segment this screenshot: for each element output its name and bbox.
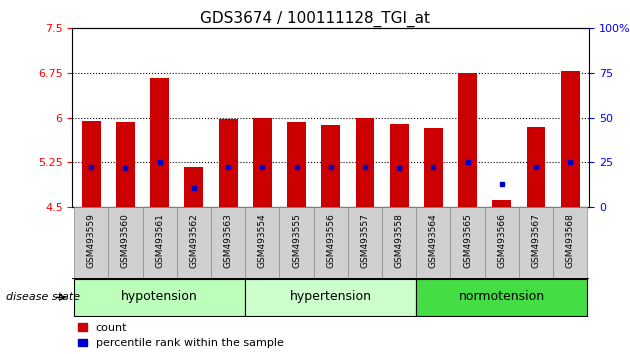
Text: hypotension: hypotension	[122, 290, 198, 303]
Text: hypertension: hypertension	[290, 290, 372, 303]
FancyBboxPatch shape	[177, 207, 211, 278]
Text: GSM493565: GSM493565	[463, 213, 472, 268]
FancyBboxPatch shape	[348, 207, 382, 278]
FancyBboxPatch shape	[211, 207, 245, 278]
FancyBboxPatch shape	[142, 207, 177, 278]
Bar	[219, 119, 238, 207]
Text: GDS3674 / 100111128_TGI_at: GDS3674 / 100111128_TGI_at	[200, 11, 430, 27]
Text: GSM493567: GSM493567	[532, 213, 541, 268]
Legend: count, percentile rank within the sample: count, percentile rank within the sample	[78, 323, 284, 348]
Bar	[287, 122, 306, 207]
FancyBboxPatch shape	[416, 207, 450, 278]
Text: disease state: disease state	[6, 292, 81, 302]
Text: GSM493564: GSM493564	[429, 213, 438, 268]
Text: GSM493555: GSM493555	[292, 213, 301, 268]
FancyBboxPatch shape	[416, 279, 587, 316]
FancyBboxPatch shape	[280, 207, 314, 278]
Bar	[390, 124, 409, 207]
Text: GSM493557: GSM493557	[360, 213, 369, 268]
Bar	[424, 129, 443, 207]
Bar	[321, 125, 340, 207]
Text: GSM493563: GSM493563	[224, 213, 232, 268]
Text: GSM493560: GSM493560	[121, 213, 130, 268]
Text: GSM493558: GSM493558	[394, 213, 404, 268]
Bar	[493, 200, 511, 207]
FancyBboxPatch shape	[519, 207, 553, 278]
Text: GSM493559: GSM493559	[87, 213, 96, 268]
FancyBboxPatch shape	[108, 207, 142, 278]
Bar	[253, 118, 272, 207]
FancyBboxPatch shape	[74, 207, 108, 278]
Bar	[561, 71, 580, 207]
Text: GSM493554: GSM493554	[258, 213, 267, 268]
FancyBboxPatch shape	[553, 207, 587, 278]
FancyBboxPatch shape	[484, 207, 519, 278]
FancyBboxPatch shape	[450, 207, 484, 278]
FancyBboxPatch shape	[74, 279, 245, 316]
Text: GSM493561: GSM493561	[155, 213, 164, 268]
FancyBboxPatch shape	[314, 207, 348, 278]
Text: GSM493566: GSM493566	[497, 213, 507, 268]
Text: GSM493562: GSM493562	[190, 213, 198, 268]
Bar	[151, 78, 169, 207]
Text: GSM493568: GSM493568	[566, 213, 575, 268]
Bar	[355, 118, 374, 207]
Bar	[116, 122, 135, 207]
Bar	[527, 127, 546, 207]
Text: GSM493556: GSM493556	[326, 213, 335, 268]
FancyBboxPatch shape	[382, 207, 416, 278]
Bar	[82, 121, 101, 207]
Bar	[458, 73, 477, 207]
FancyBboxPatch shape	[245, 207, 280, 278]
Bar	[185, 167, 203, 207]
Text: normotension: normotension	[459, 290, 545, 303]
FancyBboxPatch shape	[245, 279, 416, 316]
